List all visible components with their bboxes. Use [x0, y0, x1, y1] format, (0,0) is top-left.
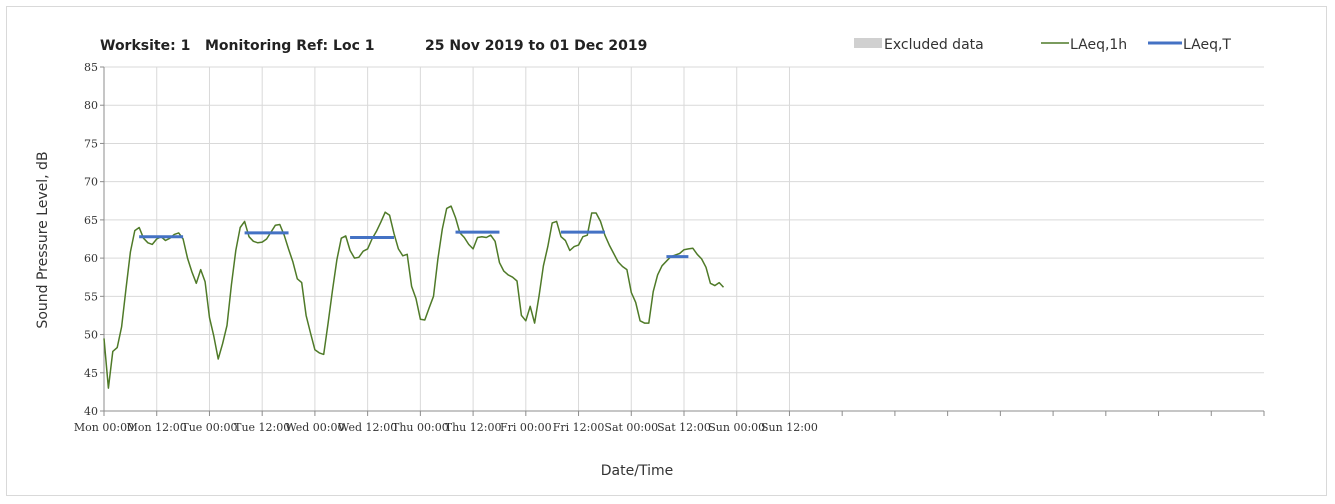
- legend-label-excluded: Excluded data: [884, 37, 984, 53]
- y-tick-label: 80: [84, 99, 98, 112]
- legend-label-laeq-t: LAeq,T: [1183, 37, 1231, 53]
- x-tick-label: Sat 00:00: [604, 421, 658, 434]
- y-tick-label: 45: [84, 367, 98, 380]
- y-tick-label: 40: [84, 405, 98, 418]
- x-tick-label: Wed 12:00: [338, 421, 397, 434]
- x-tick-label: Sun 12:00: [761, 421, 818, 434]
- x-tick-label: Thu 00:00: [392, 421, 449, 434]
- x-tick-label: Mon 00:00: [74, 421, 134, 434]
- x-tick-label: Fri 00:00: [500, 421, 552, 434]
- x-tick-label: Sun 00:00: [708, 421, 765, 434]
- x-tick-label: Thu 12:00: [445, 421, 502, 434]
- y-axis-label: Sound Pressure Level, dB: [35, 151, 51, 328]
- chart-frame: Worksite: 1 Monitoring Ref: Loc 1 25 Nov…: [6, 6, 1327, 496]
- x-tick-label: Mon 12:00: [127, 421, 187, 434]
- y-tick-label: 55: [84, 290, 98, 303]
- x-tick-label: Tue 12:00: [234, 421, 290, 434]
- series-line-laeq-1h: [103, 205, 725, 389]
- chart-title: Worksite: 1 Monitoring Ref: Loc 1 25 Nov…: [100, 38, 647, 54]
- gridlines: [104, 66, 1264, 411]
- x-tick-label: Fri 12:00: [553, 421, 605, 434]
- legend-swatch-excluded: [854, 38, 882, 48]
- y-tick-labels: 40 45 50 55 60 65 70 75 80 85: [84, 61, 98, 418]
- title-date-range: 25 Nov 2019 to 01 Dec 2019: [425, 38, 647, 54]
- y-tick-label: 60: [84, 252, 98, 265]
- x-tick-label: Tue 00:00: [181, 421, 237, 434]
- title-worksite: Worksite: 1: [100, 38, 190, 54]
- x-tick-label: Wed 00:00: [285, 421, 344, 434]
- y-tick-label: 65: [84, 214, 98, 227]
- x-tick-label: Sat 12:00: [657, 421, 711, 434]
- x-axis-label: Date/Time: [601, 463, 673, 479]
- title-monitoring-ref: Monitoring Ref: Loc 1: [205, 38, 374, 54]
- y-tick-label: 50: [84, 329, 98, 342]
- series-laeq-t: [139, 230, 689, 259]
- chart-svg: Worksite: 1 Monitoring Ref: Loc 1 25 Nov…: [35, 37, 1265, 479]
- series-laeq-1h: [103, 205, 725, 389]
- y-tick-label: 70: [84, 176, 98, 189]
- legend-label-laeq-1h: LAeq,1h: [1070, 37, 1127, 53]
- y-tick-label: 75: [84, 137, 98, 150]
- y-tick-label: 85: [84, 61, 98, 74]
- legend: Excluded data LAeq,1h LAeq,T: [854, 37, 1231, 53]
- axes: [100, 66, 1265, 416]
